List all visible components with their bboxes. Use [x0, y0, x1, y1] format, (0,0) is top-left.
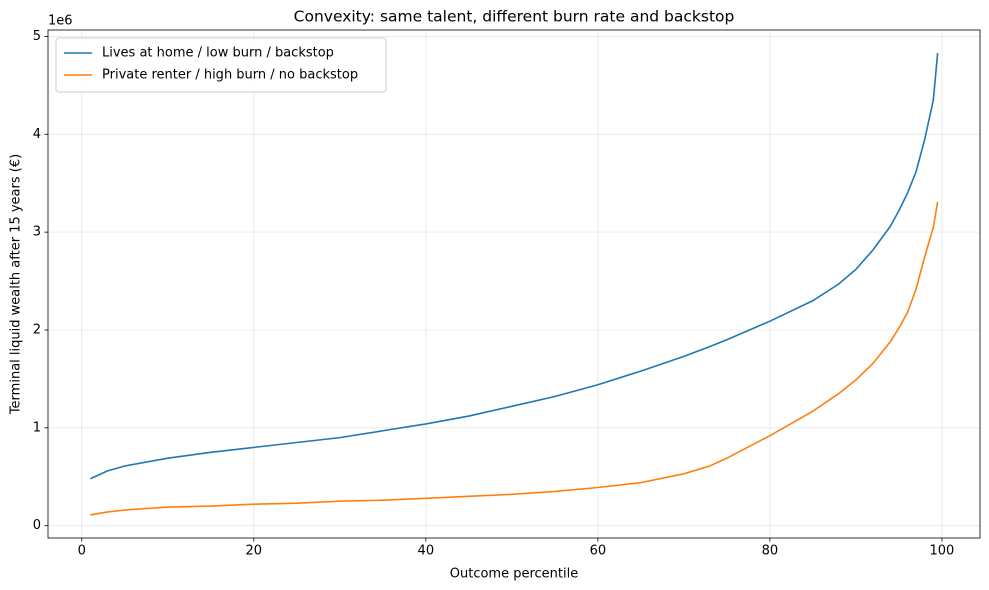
y-tick-label: 3 [33, 225, 41, 240]
x-tick-label: 20 [246, 544, 263, 559]
legend-box [55, 37, 387, 93]
legend-label: Private renter / high burn / no backstop [102, 68, 358, 83]
y-tick-label: 4 [33, 127, 41, 142]
x-tick-label: 100 [930, 544, 955, 559]
plot-frame [47, 29, 981, 539]
x-tick-label: 40 [418, 544, 435, 559]
data-line [90, 53, 939, 480]
y-tick-label: 5 [33, 29, 41, 44]
legend-label: Lives at home / low burn / backstop [102, 46, 334, 61]
y-tick-label: 0 [33, 518, 41, 533]
x-axis-label: Outcome percentile [450, 567, 578, 582]
x-tick-label: 0 [78, 544, 86, 559]
data-line [90, 201, 939, 516]
y-tick-label: 2 [33, 322, 41, 337]
y-axis-label: Terminal liquid wealth after 15 years (€… [9, 154, 24, 415]
chart-title: Convexity: same talent, different burn r… [294, 8, 735, 26]
y-tick-label: 1 [33, 420, 41, 435]
y-offset-text: 1e6 [48, 14, 73, 29]
x-tick-label: 80 [762, 544, 779, 559]
x-tick-label: 60 [590, 544, 607, 559]
